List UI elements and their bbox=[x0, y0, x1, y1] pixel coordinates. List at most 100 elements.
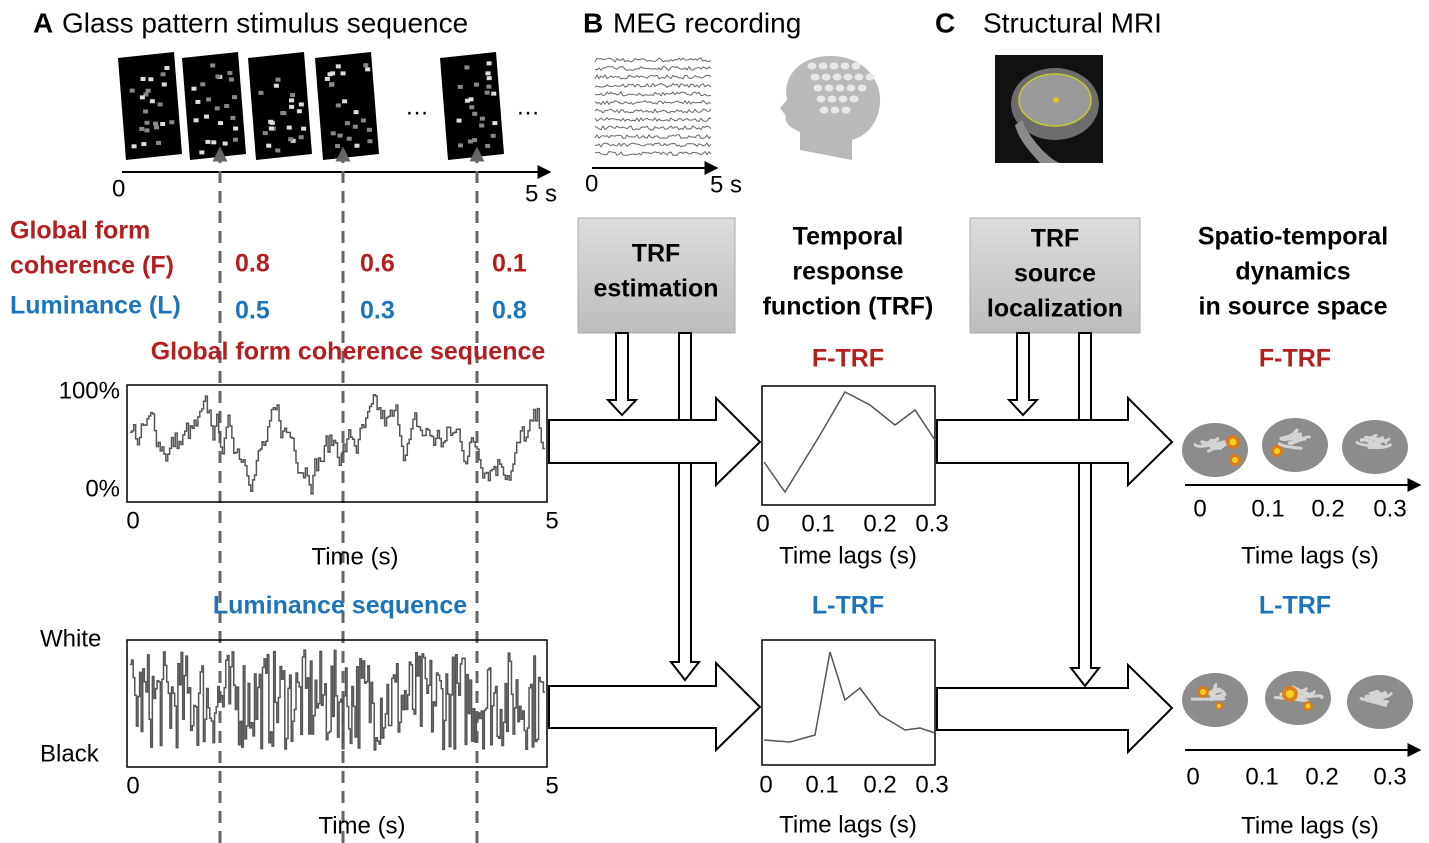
step-label: TRF bbox=[632, 240, 681, 268]
dot bbox=[129, 88, 135, 93]
sulcus bbox=[1289, 437, 1307, 446]
dot bbox=[232, 137, 238, 142]
dot bbox=[485, 143, 491, 148]
panel-subtitle: F-TRF bbox=[1259, 345, 1331, 373]
parameter-value: 0.1 bbox=[492, 250, 527, 278]
dot bbox=[141, 142, 147, 147]
dot bbox=[232, 95, 238, 100]
column-title: Spatio-temporal bbox=[1198, 223, 1388, 251]
sensor bbox=[854, 73, 864, 81]
dot bbox=[467, 139, 473, 144]
meg-trace bbox=[594, 57, 712, 63]
dot bbox=[210, 63, 216, 68]
dot bbox=[203, 114, 209, 119]
sulcus bbox=[1359, 438, 1382, 447]
dot bbox=[233, 126, 239, 131]
sensor bbox=[846, 84, 856, 92]
dot bbox=[149, 99, 155, 104]
dot bbox=[486, 84, 492, 89]
x-label: 0 bbox=[126, 507, 139, 534]
dot bbox=[335, 64, 341, 69]
dot bbox=[296, 109, 302, 114]
plot-box bbox=[761, 639, 936, 766]
dot bbox=[344, 121, 350, 126]
sensor bbox=[838, 95, 848, 103]
activation bbox=[1305, 703, 1311, 709]
x-tick-label: 0.2 bbox=[863, 771, 896, 798]
step-label: estimation bbox=[593, 275, 718, 303]
dot bbox=[160, 122, 166, 127]
dot bbox=[143, 109, 149, 114]
dot bbox=[472, 111, 478, 116]
dot bbox=[161, 82, 167, 87]
plot-title: F-TRF bbox=[812, 345, 884, 373]
dot bbox=[330, 131, 336, 136]
sensor bbox=[829, 62, 839, 70]
axis-label: 5 s bbox=[525, 180, 557, 207]
sequence-trace bbox=[130, 394, 545, 495]
dot bbox=[200, 82, 206, 87]
dot bbox=[491, 91, 497, 96]
dot bbox=[469, 105, 475, 110]
step-label: localization bbox=[987, 295, 1123, 323]
meg-trace bbox=[594, 150, 712, 156]
axis-title: Time lags (s) bbox=[779, 811, 917, 838]
dot bbox=[139, 126, 145, 131]
dot bbox=[275, 148, 281, 153]
axis-label: 0 bbox=[585, 170, 598, 197]
dot bbox=[485, 71, 491, 76]
dot bbox=[335, 103, 341, 108]
brain bbox=[1262, 418, 1328, 472]
parameter-label: Luminance (L) bbox=[10, 292, 181, 320]
meg-trace bbox=[594, 116, 712, 123]
dot bbox=[335, 144, 341, 149]
panel-letter: C bbox=[935, 7, 955, 38]
axis-title: Time lags (s) bbox=[779, 542, 917, 569]
step-box bbox=[577, 217, 736, 334]
dot bbox=[230, 115, 236, 120]
sensor bbox=[865, 73, 875, 81]
panel-title: MEG recording bbox=[613, 7, 801, 38]
dot bbox=[327, 72, 333, 77]
sequence-box bbox=[126, 384, 548, 503]
activation bbox=[1217, 704, 1221, 708]
sensor bbox=[807, 62, 817, 70]
trace bbox=[130, 394, 545, 495]
dot bbox=[353, 110, 359, 115]
dot bbox=[228, 77, 234, 82]
dot bbox=[262, 131, 268, 136]
axis-title: Time (s) bbox=[318, 812, 405, 839]
x-tick-label: 0.3 bbox=[1373, 763, 1406, 790]
dot bbox=[298, 135, 304, 140]
brain-maps bbox=[1182, 418, 1408, 477]
brain-maps bbox=[1182, 671, 1413, 729]
sensor bbox=[830, 106, 840, 114]
dot bbox=[290, 93, 296, 98]
sensor bbox=[851, 62, 861, 70]
dot bbox=[337, 133, 343, 138]
x-tick-label: 0.3 bbox=[915, 771, 948, 798]
dot bbox=[492, 121, 498, 126]
dot bbox=[340, 71, 346, 76]
sulcus bbox=[1279, 432, 1302, 440]
head-icon bbox=[780, 56, 881, 160]
sequence-title: Luminance sequence bbox=[213, 592, 467, 620]
dot bbox=[140, 76, 146, 81]
step-label: source bbox=[1014, 260, 1096, 288]
sensor bbox=[841, 106, 851, 114]
parameter-label: Global form bbox=[10, 217, 150, 245]
dot bbox=[139, 95, 145, 100]
dot bbox=[464, 65, 470, 70]
column-title: in source space bbox=[1199, 293, 1388, 321]
x-tick-label: 0.2 bbox=[1305, 763, 1338, 790]
x-tick-label: 0.3 bbox=[915, 510, 948, 537]
dot bbox=[215, 74, 221, 79]
dot bbox=[214, 106, 220, 111]
sulcus bbox=[1370, 435, 1378, 445]
sensor bbox=[813, 84, 823, 92]
dot bbox=[484, 90, 490, 95]
x-tick-label: 0 bbox=[1186, 763, 1199, 790]
guide-lines bbox=[212, 146, 485, 843]
parameter-value: 0.6 bbox=[360, 250, 395, 278]
sulcus bbox=[1366, 691, 1387, 702]
